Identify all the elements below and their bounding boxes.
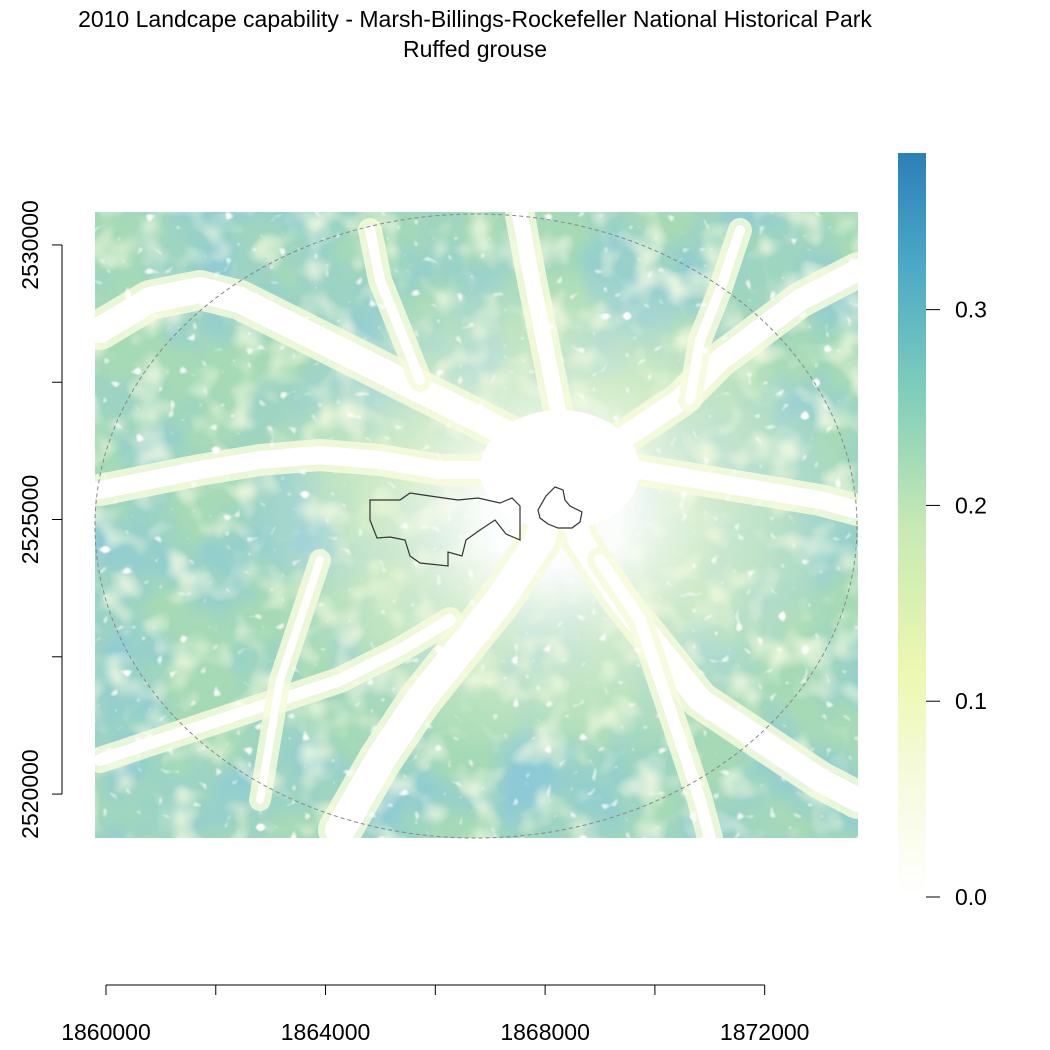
map-title: 2010 Landcape capability - Marsh-Billing…: [78, 6, 872, 32]
park-boundary-west: [369, 492, 521, 567]
legend-colorbar: [898, 153, 926, 897]
legend-tick-label: 0.3: [955, 297, 987, 323]
legend-tick-label: 0.2: [955, 492, 987, 518]
x-tick-label: 1860000: [61, 1019, 151, 1045]
legend-ticks: 0.0 0.1 0.2 0.3: [926, 297, 987, 910]
x-tick-label: 1872000: [720, 1019, 810, 1045]
title-block: 2010 Landcape capability - Marsh-Billing…: [0, 4, 950, 64]
y-tick-label: 2520000: [17, 749, 43, 839]
capability-raster: [95, 212, 858, 838]
buffer-circle: [94, 213, 858, 839]
legend-tick-label: 0.1: [955, 688, 987, 714]
x-tick-label: 1864000: [281, 1019, 371, 1045]
legend-tick-label: 0.0: [955, 884, 987, 910]
map-subtitle: Ruffed grouse: [402, 36, 548, 62]
x-tick-label: 1868000: [500, 1019, 590, 1045]
y-tick-label: 2525000: [17, 475, 43, 565]
legend: 0.0 0.1 0.2 0.3: [898, 153, 987, 910]
x-axis: 1860000 1864000 1868000 1872000: [61, 984, 810, 1045]
y-tick-label: 2530000: [17, 200, 43, 290]
y-axis: 2520000 2525000 2530000: [17, 200, 63, 839]
park-boundary-east: [537, 486, 583, 529]
